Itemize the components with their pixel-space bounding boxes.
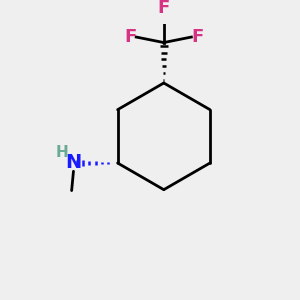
Text: F: F — [124, 28, 136, 46]
Text: H: H — [55, 146, 68, 160]
Text: F: F — [158, 0, 170, 17]
Text: N: N — [65, 154, 82, 172]
Text: F: F — [191, 28, 204, 46]
